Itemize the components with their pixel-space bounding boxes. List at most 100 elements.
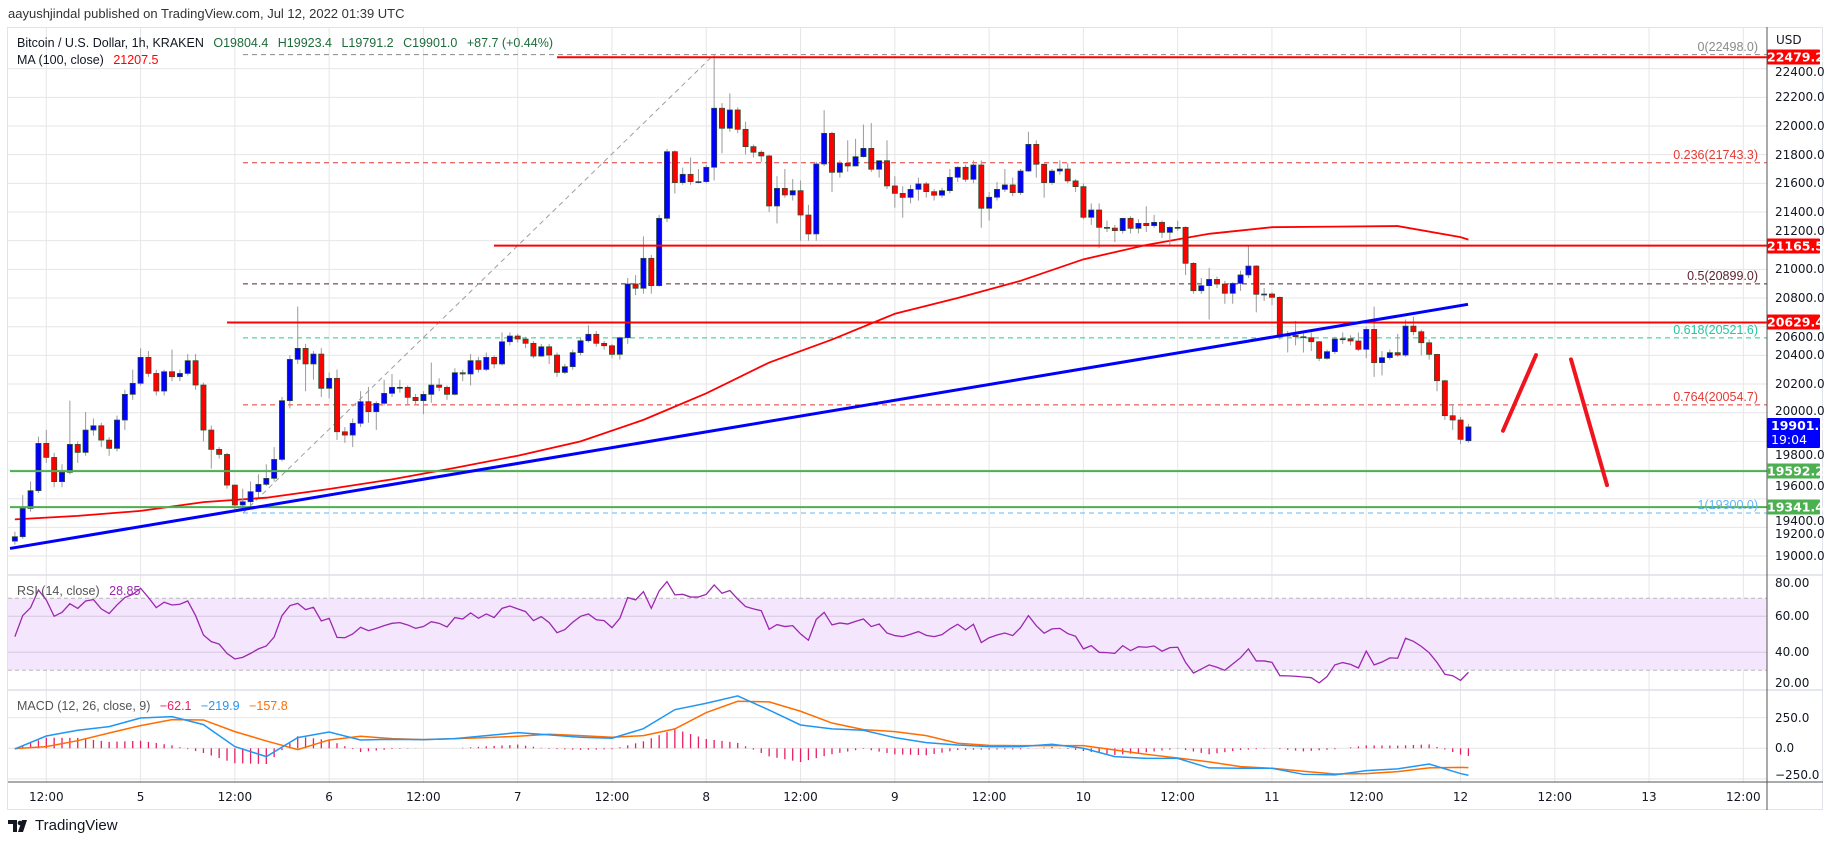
price-tick-label: 19600.0 xyxy=(1775,478,1825,493)
macd-pane xyxy=(8,695,1767,780)
candle-up xyxy=(585,333,592,342)
candle-down xyxy=(805,214,812,235)
candle-down xyxy=(931,191,938,196)
ma-label: MA (100, close) xyxy=(17,53,104,67)
candle-up xyxy=(114,419,120,449)
price-tick-label: 21800.0 xyxy=(1775,147,1825,162)
candle-down xyxy=(1371,329,1378,364)
fib-level-label: 0.236(21743.3) xyxy=(1673,147,1758,162)
time-tick-label: 9 xyxy=(890,790,899,804)
macd-tick-label: 250.0 xyxy=(1775,710,1810,725)
symbol-legend: Bitcoin / U.S. Dollar, 1h, KRAKEN O19804… xyxy=(17,36,559,50)
candle-up xyxy=(616,337,623,355)
price-badge-resistance-2: 21165.5 xyxy=(1767,238,1824,254)
candle-up xyxy=(1017,170,1024,194)
candle-down xyxy=(1292,334,1299,338)
tradingview-logo[interactable]: TradingView xyxy=(8,817,118,834)
candle-up xyxy=(1386,352,1393,359)
candle-down xyxy=(1355,340,1362,350)
candle-up xyxy=(679,173,686,183)
candle-down xyxy=(1253,265,1260,295)
time-tick-label: 11 xyxy=(1264,790,1280,804)
candle-down xyxy=(436,384,443,388)
candle-down xyxy=(1441,380,1448,417)
macd-legend: MACD (12, 26, close, 9) −62.1 −219.9 −15… xyxy=(17,699,294,713)
candle-up xyxy=(184,360,191,374)
candle-up xyxy=(483,357,490,370)
candle-down xyxy=(1096,209,1103,228)
price-tick-label: 20800.0 xyxy=(1775,291,1825,306)
candle-up xyxy=(1261,293,1268,296)
candle-up xyxy=(294,347,301,360)
candle-down xyxy=(231,484,238,506)
candle-down xyxy=(1308,337,1315,343)
chart-frame xyxy=(7,27,1823,810)
candle-down xyxy=(98,425,105,441)
candle-down xyxy=(978,164,985,209)
candle-down xyxy=(1434,354,1440,382)
macd-histogram-value: −62.1 xyxy=(159,699,192,713)
candle-up xyxy=(255,484,262,493)
candle-down xyxy=(334,377,340,433)
price-tick-label: 20000.0 xyxy=(1775,404,1825,419)
candle-down xyxy=(1449,415,1456,421)
candle-down xyxy=(1316,341,1323,359)
fib-level-label: 0.618(20521.6) xyxy=(1673,322,1758,337)
macd-signal-value: −157.8 xyxy=(249,699,288,713)
candle-up xyxy=(279,400,285,460)
candle-down xyxy=(74,444,81,453)
publish-info: aayushjindal published on TradingView.co… xyxy=(8,6,405,21)
ohlc-low: L19791.2 xyxy=(341,36,394,50)
macd-line-value: −219.9 xyxy=(201,699,240,713)
rsi-tick-label: 60.00 xyxy=(1775,609,1810,624)
candle-down xyxy=(341,431,348,436)
candle-up xyxy=(1049,170,1055,183)
macd-tick-label: 0.0 xyxy=(1775,741,1795,756)
ascending-trendline xyxy=(9,302,1469,550)
ohlc-high: H19923.4 xyxy=(277,36,332,50)
price-tick-label: 19000.0 xyxy=(1775,549,1825,564)
candle-down xyxy=(546,346,553,356)
candle-up xyxy=(1174,226,1181,229)
fib-level-label: 0.5(20899.0) xyxy=(1687,268,1758,283)
candle-up xyxy=(428,384,435,395)
candle-down xyxy=(899,193,906,198)
price-badge-resistance-3: 20629.4 xyxy=(1767,314,1824,330)
candle-down xyxy=(632,283,639,289)
candle-down xyxy=(1111,227,1118,231)
candle-up xyxy=(451,372,458,395)
candle-down xyxy=(593,333,600,344)
candle-up xyxy=(1135,222,1142,229)
candle-down xyxy=(169,371,175,378)
time-tick-label: 12:00 xyxy=(1348,790,1384,804)
candle-down xyxy=(742,128,749,147)
candle-down xyxy=(829,132,835,173)
candle-up xyxy=(954,166,961,178)
macd-tick-label: −250.0 xyxy=(1775,768,1820,782)
last-price-badge: 19901.0 19:04 xyxy=(1767,417,1828,448)
candle-up xyxy=(467,360,474,375)
candle-up xyxy=(1245,265,1252,276)
candle-down xyxy=(1159,221,1165,233)
candle-up xyxy=(703,166,710,182)
candle-up xyxy=(1198,285,1205,292)
ohlc-change: +87.7 (+0.44%) xyxy=(466,36,553,50)
candle-up xyxy=(821,132,828,165)
price-tick-label: 20200.0 xyxy=(1775,377,1825,392)
candle-up xyxy=(907,189,914,198)
candle-up xyxy=(836,162,843,173)
candle-down xyxy=(1410,325,1417,333)
time-tick-label: 12:00 xyxy=(1537,790,1573,804)
candle-up xyxy=(1379,357,1385,364)
candle-up xyxy=(915,183,922,190)
candle-down xyxy=(1080,186,1087,218)
candle-down xyxy=(1041,163,1048,183)
candle-down xyxy=(522,338,529,344)
time-tick-label: 12 xyxy=(1452,790,1469,804)
candle-up xyxy=(789,190,796,196)
rsi-legend: RSI (14, close) 28.85 xyxy=(17,584,146,598)
price-badge-support-2: 19341.4 xyxy=(1767,499,1824,515)
candle-up xyxy=(1339,338,1346,341)
rsi-value: 28.85 xyxy=(109,584,141,598)
